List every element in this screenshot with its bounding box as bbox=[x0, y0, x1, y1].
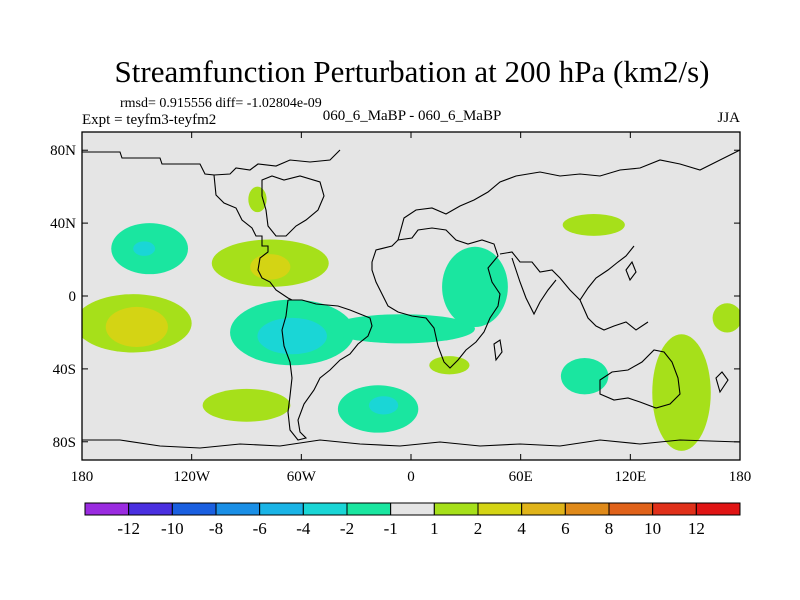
experiment-label: Expt = teyfm3-teyfm2 bbox=[82, 112, 216, 128]
coastlines bbox=[82, 149, 740, 449]
x-tick-label: 60W bbox=[287, 469, 317, 485]
negative-anomaly-tropical-atlantic bbox=[328, 314, 475, 344]
colorbar-label: -6 bbox=[253, 519, 267, 538]
coastline-antarctica bbox=[82, 439, 740, 449]
colorbar-label: -2 bbox=[340, 519, 354, 538]
negative-anomaly-core-north-pacific bbox=[133, 241, 156, 256]
coastline-new-zealand bbox=[715, 371, 729, 394]
negative-anomaly-core-south-atlantic bbox=[368, 396, 399, 415]
coastline-south-america bbox=[281, 299, 373, 441]
negative-anomaly-south-indian bbox=[560, 357, 609, 395]
season-label: JJA bbox=[717, 110, 740, 126]
positive-anomaly-greenland bbox=[248, 186, 267, 213]
coastline-europe-africa bbox=[371, 227, 501, 369]
x-tick-label: 0 bbox=[407, 469, 415, 485]
colorbar-swatch bbox=[608, 502, 654, 516]
chart-title: Streamfunction Perturbation at 200 hPa (… bbox=[115, 54, 710, 89]
anomaly-fields bbox=[82, 186, 740, 451]
colorbar-label: 10 bbox=[644, 519, 661, 538]
colorbar-label: 6 bbox=[561, 519, 570, 538]
colorbar-label: 4 bbox=[517, 519, 526, 538]
y-tick-label: 40S bbox=[53, 362, 76, 378]
y-tick-label: 80S bbox=[53, 435, 76, 451]
coastline-australia bbox=[599, 349, 681, 409]
y-tick-label: 80N bbox=[50, 143, 76, 159]
negative-anomaly-core-tropical-america bbox=[257, 317, 327, 355]
colorbar-swatch bbox=[521, 502, 566, 516]
coastline-arctic-canada bbox=[213, 149, 341, 176]
x-tick-label: 180 bbox=[71, 469, 94, 485]
y-tick-label: 40N bbox=[50, 216, 76, 232]
coastline-madagascar bbox=[493, 339, 503, 362]
colorbar-swatch bbox=[215, 502, 261, 516]
colorbar-swatch bbox=[302, 502, 348, 516]
x-tick-label: 60E bbox=[509, 469, 533, 485]
colorbar-swatch bbox=[652, 502, 697, 516]
x-tick-label: 180 bbox=[729, 469, 752, 485]
colorbar-label: -4 bbox=[296, 519, 311, 538]
colorbar-swatch bbox=[171, 502, 217, 516]
colorbar-label: -12 bbox=[117, 519, 140, 538]
colorbar-label: 12 bbox=[688, 519, 705, 538]
colorbar-swatch bbox=[84, 502, 130, 516]
positive-anomaly-east-asia bbox=[562, 214, 625, 236]
x-tick-label: 120W bbox=[173, 469, 211, 485]
colorbar-swatch bbox=[477, 502, 523, 516]
coastline-eurasia bbox=[397, 149, 740, 241]
colorbar-label: -1 bbox=[384, 519, 398, 538]
colorbar-label: 2 bbox=[474, 519, 483, 538]
colorbar-label: 8 bbox=[605, 519, 614, 538]
coastline-india bbox=[511, 257, 557, 316]
positive-anomaly-southeast-pacific bbox=[202, 388, 291, 422]
positive-anomaly-core-south-pacific bbox=[105, 306, 168, 348]
y-axis: 80N 40N 0 40S 80S bbox=[50, 143, 740, 451]
colorbar-swatch bbox=[346, 502, 392, 516]
colorbar-swatch bbox=[564, 502, 610, 516]
colorbar-label: -8 bbox=[209, 519, 223, 538]
coastline-japan bbox=[625, 260, 637, 282]
x-axis: 180 120W 60W 0 60E 120E 180 bbox=[71, 132, 752, 485]
coastline-north-america bbox=[82, 151, 293, 301]
colorbar-swatch bbox=[259, 502, 304, 516]
coastline-southeast-asia bbox=[579, 299, 649, 331]
negative-anomaly-africa-indian bbox=[442, 246, 508, 327]
coastline-greenland bbox=[261, 175, 325, 237]
colorbar-label: 1 bbox=[430, 519, 439, 538]
positive-anomaly-south-africa bbox=[429, 356, 470, 375]
colorbar-swatch bbox=[390, 502, 435, 516]
stats-line: rmsd= 0.915556 diff= -1.02804e-09 bbox=[120, 96, 322, 111]
positive-anomaly-core-north-america bbox=[250, 254, 291, 280]
positive-anomaly-australia bbox=[652, 334, 711, 451]
x-tick-label: 120E bbox=[614, 469, 646, 485]
positive-anomaly-central-pacific bbox=[712, 303, 740, 333]
colorbar-swatch bbox=[433, 502, 479, 516]
colorbar: -12 -10 -8 -6 -4 -2 -1 1 2 4 6 8 10 12 bbox=[84, 502, 741, 538]
colorbar-swatch bbox=[695, 502, 741, 516]
case-label: 060_6_MaBP - 060_6_MaBP bbox=[323, 108, 502, 124]
coastline-asia-south bbox=[499, 245, 635, 301]
colorbar-label: -10 bbox=[161, 519, 184, 538]
y-tick-label: 0 bbox=[69, 289, 77, 305]
colorbar-swatch bbox=[128, 502, 173, 516]
